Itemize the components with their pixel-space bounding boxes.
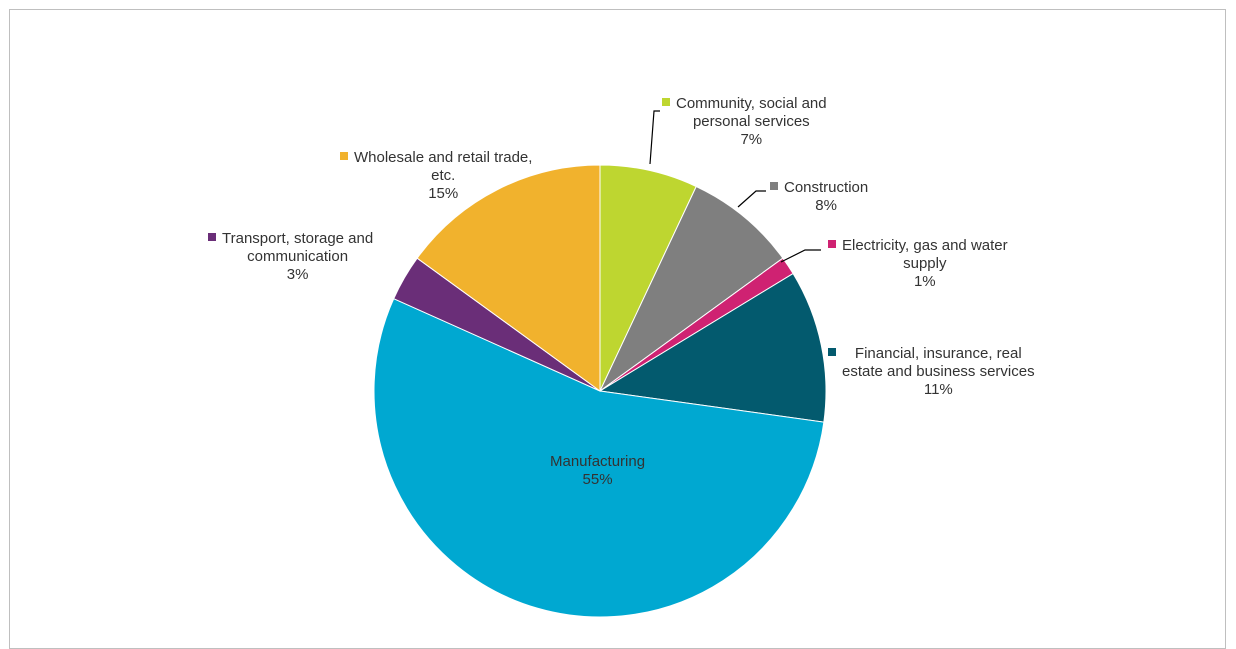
slice-label-line: Community, social and xyxy=(676,95,827,112)
slice-label-line: estate and business services xyxy=(842,363,1035,380)
slice-percent-label: 15% xyxy=(428,185,458,202)
slice-percent-label: 3% xyxy=(287,266,309,283)
legend-marker-financial-insurance-real xyxy=(828,348,836,356)
legend-marker-community-social-and xyxy=(662,98,670,106)
slice-percent-label: 11% xyxy=(924,381,953,398)
leader-construction xyxy=(737,190,766,208)
slice-label-line: Wholesale and retail trade, xyxy=(354,149,532,166)
slice-percent-label: 8% xyxy=(815,197,837,214)
slice-label-line: Manufacturing xyxy=(550,453,645,470)
leader-lines xyxy=(649,110,821,263)
slice-manufacturing xyxy=(373,297,825,618)
legend-marker-construction xyxy=(770,182,778,190)
legend-marker-transport-storage-and xyxy=(208,233,216,241)
slice-financial-insurance-real xyxy=(598,272,827,423)
chart-frame: Community, social and personal services 7%… xyxy=(9,9,1226,649)
label-wholesale-and-retail-trade: Wholesale and retail trade,etc.15% xyxy=(340,149,532,202)
slice-label-line: Construction xyxy=(784,179,868,196)
leader-community-social-and xyxy=(649,110,660,165)
slice-label-line: Transport, storage and xyxy=(222,230,373,247)
slice-label-line: personal services xyxy=(693,113,810,130)
slice-label-line: Financial, insurance, real xyxy=(855,345,1022,362)
slice-label-line: communication xyxy=(247,248,348,265)
slice-label-line: Electricity, gas and water xyxy=(842,237,1008,254)
slice-percent-label: 7% xyxy=(740,131,762,148)
slice-wholesale-and-retail-trade xyxy=(416,164,601,392)
slice-percent-label: 1% xyxy=(914,273,936,290)
slice-construction xyxy=(599,185,784,392)
legend-marker-electricity-gas-and-water xyxy=(828,240,836,248)
slice-label-line: etc. xyxy=(431,167,455,184)
legend-marker-wholesale-and-retail-trade xyxy=(340,152,348,160)
leader-electricity-gas-and-water xyxy=(780,249,821,263)
slice-label-line: supply xyxy=(903,255,947,272)
slice-percent-label: 55% xyxy=(583,471,613,488)
pie-slices xyxy=(373,164,827,618)
